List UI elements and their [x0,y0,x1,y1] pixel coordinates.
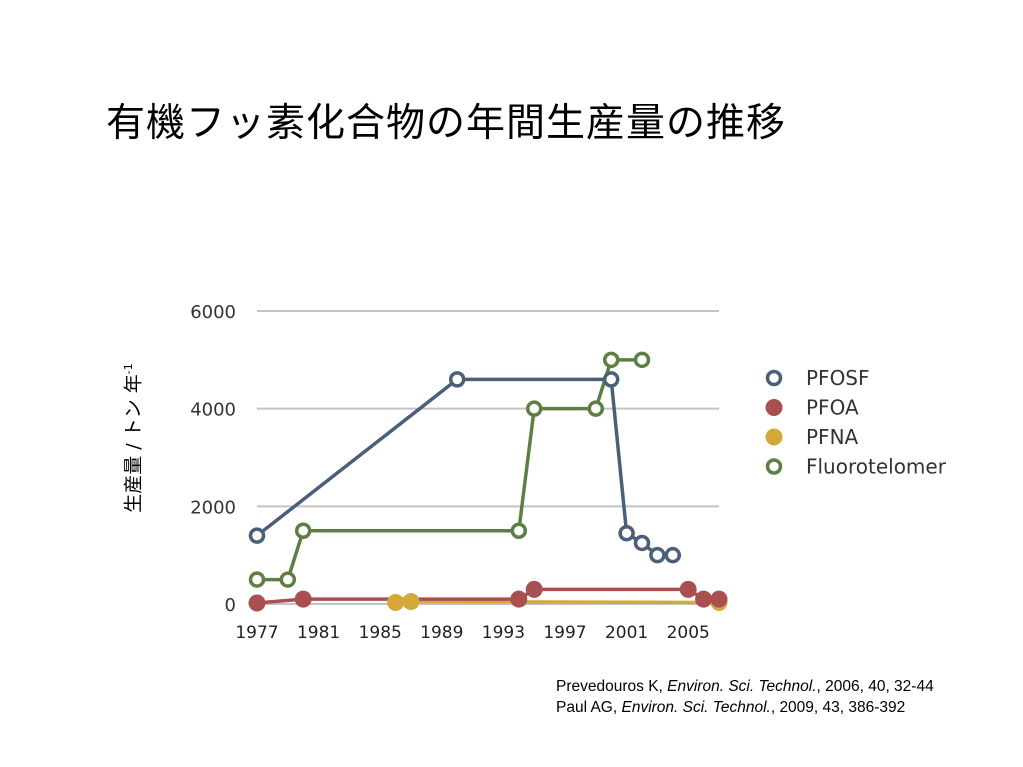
data-point-fluorotelomer [602,351,620,369]
data-point-pfoa [710,590,728,608]
x-tick-label: 1997 [543,623,586,643]
y-tick-label: 6000 [190,302,236,323]
reference-1: Prevedouros K, Environ. Sci. Technol., 2… [556,676,934,697]
data-point-pfosf [448,371,466,388]
data-point-pfoa [294,590,312,608]
y-axis-label-exponent: -1 [122,363,136,375]
reference-author: Paul AG, [556,699,622,716]
data-point-fluorotelomer [587,400,605,417]
x-tick-label: 1993 [482,623,525,643]
y-axis-label: 生産量 / トン 年-1 [119,363,146,513]
y-tick-label: 2000 [190,497,236,518]
data-point-fluorotelomer [510,522,528,539]
series-lines [255,358,720,605]
data-point-pfosf [633,534,651,552]
x-tick-labels: 1977 1981 1985 1989 1993 1997 2001 2005 [235,623,709,643]
data-point-fluorotelomer [294,522,312,539]
gridlines [257,310,719,605]
data-point-pfosf [618,524,635,542]
data-point-pfosf [664,546,682,564]
data-point-pfosf [248,527,266,544]
x-tick-label: 1989 [420,623,463,643]
legend: PFOSF PFOA PFNA Fluorotelomer [765,366,947,479]
data-point-pfosf [649,546,666,564]
series-line-pfosf [255,377,673,557]
legend-label-pfna: PFNA [806,425,859,449]
data-point-pfoa [525,580,543,598]
reference-2: Paul AG, Environ. Sci. Technol., 2009, 4… [556,697,934,718]
x-tick-label: 1977 [235,623,278,643]
series-line-pfna [395,599,720,605]
data-point-fluorotelomer [525,400,543,417]
reference-details: , 2006, 40, 32-44 [816,678,934,695]
series-line-fluorotelomer [257,358,642,582]
data-point-pfoa [679,580,697,598]
x-tick-label: 2005 [667,623,710,643]
y-tick-label: 0 [225,595,236,616]
data-point-pfna [387,594,405,612]
legend-label-fluorotelomer: Fluorotelomer [806,455,947,479]
legend-marker-pfosf [765,369,783,387]
reference-journal: Environ. Sci. Technol. [621,699,771,716]
series-markers [248,351,728,612]
x-tick-label: 1981 [297,623,340,643]
reference-details: , 2009, 43, 386-392 [770,699,906,716]
legend-marker-fluorotelomer [765,458,783,475]
legend-marker-pfna [765,428,783,446]
y-tick-labels: 0 2000 4000 6000 [190,302,236,616]
data-point-pfoa [510,590,528,608]
data-point-pfosf [602,371,620,388]
data-point-pfoa [695,590,713,608]
legend-label-pfoa: PFOA [806,396,859,420]
y-tick-label: 4000 [190,400,236,421]
data-point-pfoa [248,594,266,612]
data-point-fluorotelomer [248,571,266,588]
reference-journal: Environ. Sci. Technol. [667,678,817,695]
references: Prevedouros K, Environ. Sci. Technol., 2… [556,676,934,718]
data-point-pfna [402,593,420,611]
y-axis-label-text: 生産量 / トン 年 [122,374,145,513]
slide-title: 有機フッ素化合物の年間生産量の推移 [106,101,787,146]
x-tick-label: 2001 [605,623,648,643]
data-point-fluorotelomer [279,571,297,588]
legend-marker-pfoa [765,399,783,416]
reference-author: Prevedouros K, [556,678,668,695]
x-tick-label: 1985 [359,623,402,643]
data-point-fluorotelomer [633,351,651,369]
legend-label-pfosf: PFOSF [806,366,870,390]
